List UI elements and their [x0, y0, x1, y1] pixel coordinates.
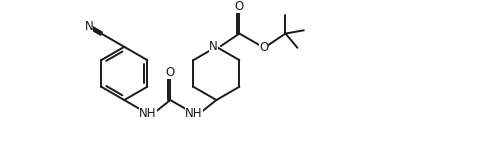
Text: N: N	[85, 20, 93, 33]
Text: NH: NH	[186, 107, 203, 120]
Text: N: N	[209, 40, 218, 53]
Text: O: O	[235, 0, 244, 13]
Text: O: O	[259, 41, 268, 54]
Text: NH: NH	[139, 107, 157, 120]
Text: O: O	[166, 66, 175, 79]
